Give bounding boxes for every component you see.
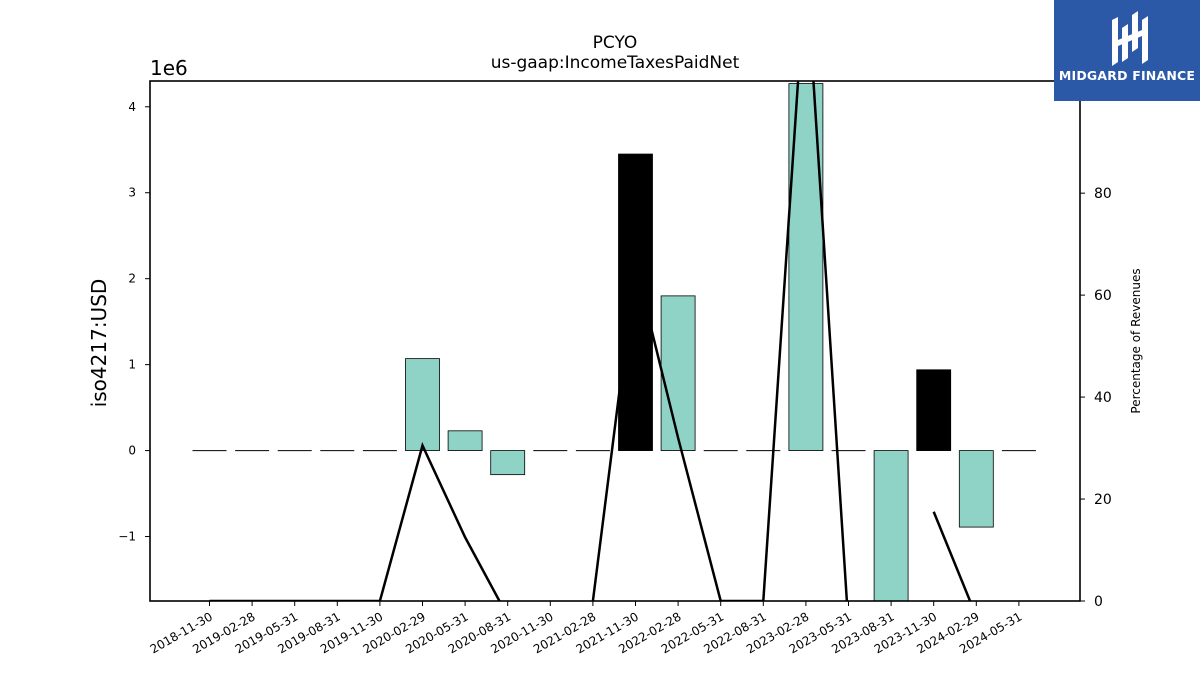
- percentage-line: [209, 441, 501, 601]
- y2-axis-label: Percentage of Revenues: [1129, 268, 1143, 413]
- bar: [405, 358, 440, 451]
- y2-tick-label: 60: [1094, 288, 1112, 304]
- bar: [958, 450, 994, 528]
- y-multiplier: 1e6: [150, 56, 188, 80]
- bar: [447, 430, 483, 451]
- bar: [618, 153, 653, 451]
- y-tick-label: −1: [118, 530, 136, 544]
- y2-tick-label: 0: [1094, 594, 1103, 610]
- bar: [873, 450, 909, 601]
- percentage-line-layer: [209, 81, 972, 601]
- x-axis-ticks: 2018-11-302019-02-282019-05-312019-08-31…: [148, 601, 1024, 656]
- y-tick-label: 3: [128, 186, 136, 200]
- percentage-line: [932, 511, 972, 601]
- chart-subtitle: us-gaap:IncomeTaxesPaidNet: [491, 53, 740, 73]
- plot-frame: [149, 80, 1081, 602]
- y2-axis-ticks: 80 60 40 20 0: [1080, 186, 1112, 610]
- y-axis-ticks: 4 3 2 1 0 −1: [118, 100, 150, 544]
- bar: [660, 295, 696, 451]
- y2-tick-label: 20: [1094, 492, 1112, 508]
- y-tick-label: 0: [128, 444, 136, 458]
- bar: [490, 450, 526, 476]
- bar: [916, 369, 952, 451]
- midgard-logo-icon: [1112, 11, 1148, 66]
- y-tick-label: 2: [128, 272, 136, 286]
- midgard-finance-logo: MIDGARD FINANCE: [1054, 0, 1200, 101]
- y-tick-label: 4: [128, 100, 136, 114]
- y2-tick-label: 40: [1094, 390, 1112, 406]
- chart-title: PCYO: [593, 33, 638, 53]
- percentage-line: [591, 81, 849, 601]
- y-axis-label: iso4217:USD: [87, 279, 111, 408]
- bars: [192, 83, 1036, 601]
- y-tick-label: 1: [128, 358, 136, 372]
- logo-text: MIDGARD FINANCE: [1058, 68, 1196, 83]
- y2-tick-label: 80: [1094, 186, 1112, 202]
